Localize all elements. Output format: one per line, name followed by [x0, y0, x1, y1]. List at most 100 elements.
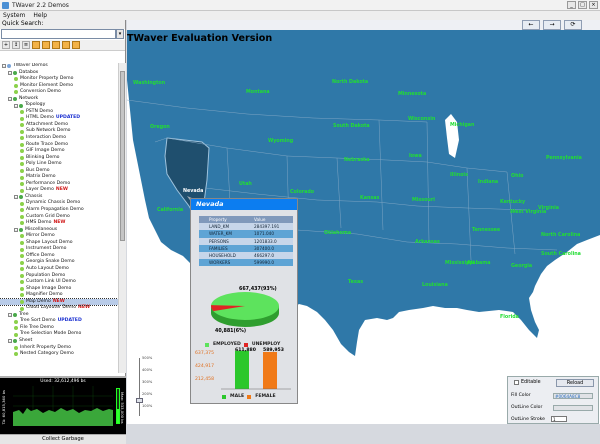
- checkbox-icon[interactable]: [514, 380, 519, 385]
- tree-node[interactable]: - TWaver Demos: [0, 63, 118, 70]
- close-icon[interactable]: ×: [589, 1, 598, 9]
- collapse-icon[interactable]: -: [14, 195, 18, 200]
- tree-node[interactable]: Magnifier Demo: [0, 292, 118, 299]
- expand-all-icon[interactable]: +: [2, 41, 10, 49]
- tree-node[interactable]: Office Demo: [0, 253, 118, 260]
- tree-node[interactable]: Map Demo NEW: [0, 297, 118, 307]
- filter-icon-5[interactable]: [72, 41, 80, 49]
- tree-node[interactable]: - Miscellaneous: [0, 227, 118, 234]
- quick-search-input[interactable]: [1, 29, 116, 39]
- tree-node[interactable]: Tree Sort Demo UPDATED: [0, 318, 118, 325]
- tree-node[interactable]: HMS Demo NEW: [0, 220, 118, 227]
- window-title-bar: TWaver 2.2 Demos _ □ ×: [0, 0, 600, 11]
- tree-node[interactable]: Bus Demo: [0, 168, 118, 175]
- tree-node[interactable]: Cloud Layouter Demo NEW: [0, 305, 118, 312]
- demo-node-icon: [14, 352, 18, 357]
- tree-node[interactable]: Auto Layout Demo: [0, 266, 118, 273]
- tree-node[interactable]: - Network: [0, 96, 118, 103]
- editable-checkbox[interactable]: Editable: [514, 380, 541, 385]
- outline-color-field[interactable]: [553, 405, 593, 411]
- maximize-icon[interactable]: □: [578, 1, 587, 9]
- tree-scrollbar[interactable]: [118, 63, 126, 373]
- map-view[interactable]: TWaver Evaluation Version Washington Mont…: [127, 30, 600, 424]
- tree-node[interactable]: Alarm Propagation Demo: [0, 207, 118, 214]
- tree-node[interactable]: Population Demo: [0, 273, 118, 280]
- tree-node[interactable]: Matrix Demo: [0, 174, 118, 181]
- collapse-icon[interactable]: -: [8, 313, 12, 318]
- collapse-icon[interactable]: -: [14, 227, 18, 232]
- tree-node[interactable]: Mirror Demo: [0, 233, 118, 240]
- tree-node[interactable]: Performance Demo: [0, 181, 118, 188]
- state-label: South Carolina: [541, 252, 581, 257]
- tree-node[interactable]: - Sheet: [0, 338, 118, 345]
- tree-node[interactable]: Route Trace Demo: [0, 142, 118, 149]
- back-icon[interactable]: ←: [522, 20, 540, 30]
- tree-node[interactable]: PSTN Demo: [0, 109, 118, 116]
- collapse-icon[interactable]: -: [14, 103, 18, 108]
- outline-stroke-select[interactable]: 1: [551, 416, 567, 422]
- tree-node[interactable]: Sub Network Demo: [0, 128, 118, 135]
- collect-garbage-button[interactable]: Collect Garbage: [0, 434, 126, 444]
- tree-node[interactable]: - Chassis: [0, 194, 118, 201]
- tree-node[interactable]: Nested Category Demo: [0, 351, 118, 358]
- tree-node[interactable]: Inherit Property Demo: [0, 345, 118, 352]
- tree-node[interactable]: Attachment Demo: [0, 122, 118, 129]
- memory-level-fill: [117, 409, 119, 423]
- state-label: Colorado: [290, 190, 315, 195]
- bar-male-label: 611,880: [235, 348, 256, 353]
- demo-tree[interactable]: - TWaver Demos - Databox Monitor Property De…: [0, 63, 118, 373]
- tree-node[interactable]: Monitor Element Demo: [0, 83, 118, 90]
- chevron-down-icon[interactable]: ▾: [116, 29, 124, 39]
- demo-node-icon: [20, 208, 24, 213]
- zoom-tick: 400%: [142, 368, 153, 372]
- tree-node[interactable]: - Tree: [0, 312, 118, 319]
- tree-node[interactable]: Interaction Demo: [0, 135, 118, 142]
- tree-node[interactable]: Poly Line Demo: [0, 161, 118, 168]
- tree-node[interactable]: Shape Layout Demo: [0, 240, 118, 247]
- refresh-icon[interactable]: ⟳: [564, 20, 582, 30]
- tree-node[interactable]: - Topology: [0, 102, 118, 109]
- tree-node[interactable]: Instrument Demo: [0, 246, 118, 253]
- minimize-icon[interactable]: _: [567, 1, 576, 9]
- zoom-knob[interactable]: [136, 398, 143, 403]
- demo-node-icon: [20, 142, 24, 147]
- tree-node[interactable]: Layer Demo NEW: [0, 187, 118, 194]
- reload-button[interactable]: Reload: [556, 379, 594, 387]
- tree-node[interactable]: Monitor Property Demo: [0, 76, 118, 83]
- sort-icon[interactable]: ↕: [12, 41, 20, 49]
- tree-node[interactable]: File Tree Demo: [0, 325, 118, 332]
- zoom-slider[interactable]: 500% 400% 300% 200% 100%: [136, 356, 156, 420]
- collapse-icon[interactable]: -: [2, 64, 6, 69]
- fill-color-field[interactable]: #0064A8C8: [553, 393, 593, 399]
- demo-node-icon: [20, 221, 24, 226]
- folder-icon: [13, 70, 17, 75]
- tree-node[interactable]: Blinking Demo: [0, 155, 118, 162]
- filter-icon-3[interactable]: [52, 41, 60, 49]
- demo-node-icon: [20, 214, 24, 219]
- filter-icon-1[interactable]: [32, 41, 40, 49]
- tree-node[interactable]: Shape Image Demo: [0, 286, 118, 293]
- tree-node-label: Custom Grid Demo: [26, 213, 70, 219]
- pie-legend: EMPLOYED UNEMPLOY: [205, 342, 280, 347]
- state-label: Montana: [246, 90, 270, 95]
- filter-icon-4[interactable]: [62, 41, 70, 49]
- tree-node[interactable]: HTML Demo UPDATED: [0, 115, 118, 122]
- tree-node[interactable]: Tree Selection Mode Demo: [0, 331, 118, 338]
- tree-node[interactable]: Custom Grid Demo: [0, 214, 118, 221]
- menu-help[interactable]: Help: [33, 12, 48, 19]
- tree-node[interactable]: Dynamic Chassis Demo: [0, 200, 118, 207]
- tree-node[interactable]: Georgia Snake Demo: [0, 259, 118, 266]
- filter-icon-2[interactable]: [42, 41, 50, 49]
- tree-icon[interactable]: ≡: [22, 41, 30, 49]
- collapse-icon[interactable]: -: [8, 97, 12, 101]
- state-label: Oklahoma: [324, 231, 352, 236]
- collapse-icon[interactable]: -: [8, 70, 12, 75]
- tree-node[interactable]: - Databox: [0, 70, 118, 77]
- menu-system[interactable]: System: [3, 12, 26, 19]
- tree-node[interactable]: Custom Link UI Demo: [0, 279, 118, 286]
- scrollbar-thumb[interactable]: [120, 71, 125, 241]
- forward-icon[interactable]: →: [543, 20, 561, 30]
- tree-node[interactable]: Conversion Demo: [0, 89, 118, 96]
- tree-node[interactable]: GIF Image Demo: [0, 148, 118, 155]
- collapse-icon[interactable]: -: [8, 339, 12, 344]
